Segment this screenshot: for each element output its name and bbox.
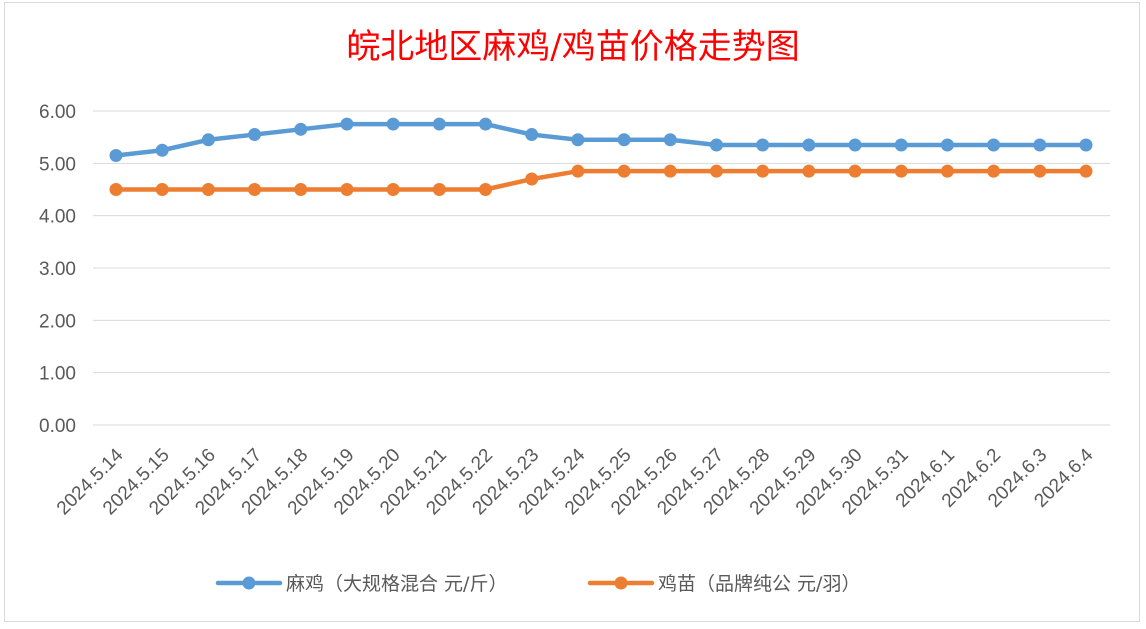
data-point	[663, 164, 677, 178]
legend: 麻鸡（大规格混合 元/斤） 鸡苗（品牌纯公 元/羽）	[215, 573, 860, 595]
data-point	[479, 183, 493, 196]
data-point	[802, 138, 816, 152]
series-line	[113, 168, 1089, 192]
data-point	[340, 117, 354, 131]
data-point	[663, 133, 677, 147]
series-line	[113, 121, 1089, 158]
data-point	[432, 117, 446, 131]
data-point	[848, 164, 862, 178]
series-1	[109, 117, 1093, 162]
chart-title: 皖北地区麻鸡/鸡苗价格走势图	[346, 27, 799, 67]
data-point	[709, 138, 723, 152]
y-tick-label: 3.00	[39, 259, 76, 280]
legend-item: 麻鸡（大规格混合 元/斤）	[215, 573, 507, 595]
data-point	[894, 138, 908, 152]
data-point	[940, 138, 954, 152]
data-point	[294, 183, 308, 196]
data-point	[1079, 164, 1093, 178]
y-tick-label: 5.00	[39, 154, 76, 175]
data-point	[386, 183, 400, 196]
x-axis-ticks: 2024.5.142024.5.152024.5.162024.5.172024…	[53, 444, 1098, 519]
data-point	[155, 143, 169, 157]
data-point	[109, 148, 123, 162]
data-point	[617, 164, 631, 178]
data-point	[155, 183, 169, 196]
gridlines	[93, 110, 1110, 426]
legend-label: 麻鸡（大规格混合 元/斤）	[286, 573, 507, 595]
data-point	[617, 133, 631, 147]
data-point	[894, 164, 908, 178]
data-point	[571, 133, 585, 147]
data-point	[709, 164, 723, 178]
data-point	[940, 164, 954, 178]
data-point	[1079, 138, 1093, 152]
data-point	[1033, 138, 1047, 152]
y-tick-label: 0.00	[39, 416, 76, 437]
data-point	[248, 128, 262, 142]
data-point	[987, 164, 1001, 178]
data-point	[248, 183, 262, 196]
y-tick-label: 2.00	[39, 311, 76, 332]
data-point	[756, 138, 770, 152]
data-point	[848, 138, 862, 152]
data-point	[201, 183, 215, 196]
data-point	[109, 183, 123, 196]
legend-label: 鸡苗（品牌纯公 元/羽）	[658, 573, 860, 595]
chart-frame	[4, 2, 1140, 622]
data-point	[1033, 164, 1047, 178]
data-point	[386, 117, 400, 131]
y-tick-label: 6.00	[39, 102, 76, 123]
data-point	[201, 133, 215, 147]
data-point	[571, 164, 585, 178]
data-point	[987, 138, 1001, 152]
legend-item: 鸡苗（品牌纯公 元/羽）	[587, 573, 860, 595]
series-group	[109, 117, 1093, 196]
legend-marker	[614, 576, 628, 590]
data-point	[525, 128, 539, 142]
data-point	[432, 183, 446, 196]
y-axis-ticks: 0.00 1.00 2.00 3.00 4.00 5.00 6.00	[39, 102, 76, 437]
data-point	[756, 164, 770, 178]
series-2	[109, 164, 1093, 196]
y-tick-label: 1.00	[39, 364, 76, 385]
data-point	[525, 172, 539, 186]
legend-marker	[242, 576, 256, 590]
y-tick-label: 4.00	[39, 207, 76, 228]
data-point	[294, 122, 308, 136]
data-point	[340, 183, 354, 196]
data-point	[479, 117, 493, 131]
data-point	[802, 164, 816, 178]
